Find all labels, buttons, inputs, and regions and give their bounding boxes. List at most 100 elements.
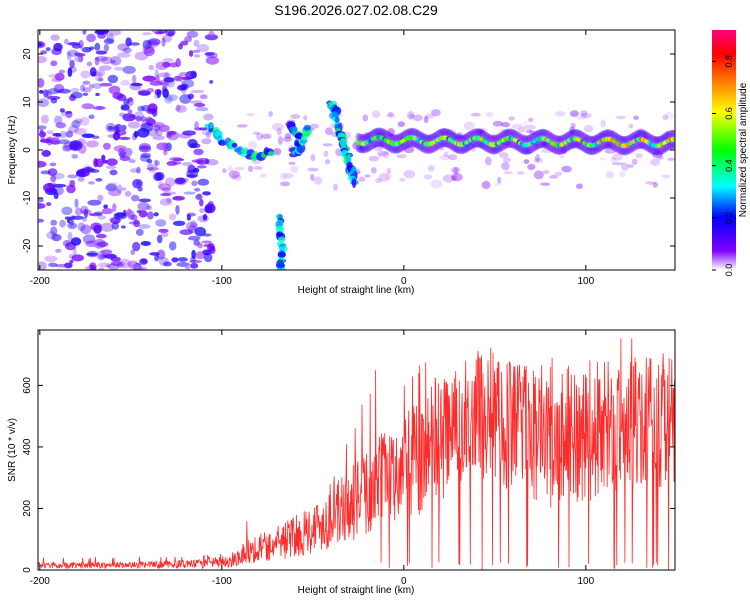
spectrogram-cell	[614, 133, 621, 142]
spectrogram-cell	[366, 131, 373, 140]
spectrogram-cell	[81, 103, 95, 110]
spectrogram-cell	[532, 131, 539, 140]
spectrogram-cell	[386, 132, 393, 141]
snr-series-line	[38, 338, 675, 570]
spectrogram-cell	[437, 129, 444, 138]
spectrogram-cell	[396, 133, 403, 142]
spectrogram-cell	[540, 128, 547, 137]
spectrogram-cell	[514, 142, 521, 151]
y-tick-label: 400	[22, 438, 33, 455]
spectrogram-cell	[40, 50, 48, 55]
spectrogram-cell	[106, 158, 118, 166]
spectrogram-cell	[382, 151, 389, 159]
spectrogram-cell	[496, 144, 503, 153]
spectrogram-cell	[617, 146, 624, 155]
spectrogram-cell	[423, 174, 433, 180]
spectrogram-cell	[128, 263, 140, 270]
spectrogram-cell	[660, 145, 666, 154]
spectrogram-cell	[131, 82, 143, 87]
spectrogram-cell	[492, 134, 499, 143]
y-tick-label: 20	[22, 48, 33, 60]
spectrogram-cell	[609, 130, 616, 139]
spectrogram-cell	[443, 139, 450, 148]
spectrogram-cell	[645, 144, 652, 152]
spectrogram-cell	[592, 134, 599, 143]
spectrogram-cell	[478, 129, 485, 134]
spectrogram-cell	[193, 239, 200, 246]
spectrogram-cell	[247, 165, 254, 173]
spectrogram-cell	[187, 225, 198, 234]
spectrogram-cell	[99, 82, 113, 87]
spectrogram-cell	[38, 218, 45, 223]
spectrogram-cell	[396, 145, 403, 153]
spectrogram-cell	[53, 192, 59, 200]
spectrogram-cell	[456, 146, 463, 155]
spectrogram-cell	[517, 133, 524, 142]
spectrogram-cell	[661, 133, 668, 142]
spectrogram-cell	[188, 259, 203, 264]
spectrogram-cell	[187, 138, 198, 149]
spectrogram-cell	[599, 157, 606, 161]
spectrogram-cell	[525, 146, 532, 155]
spectrogram-cell	[542, 140, 549, 149]
spectrogram-cell	[50, 175, 57, 183]
spectrogram-cell	[280, 181, 290, 187]
spectrogram-cell	[620, 136, 627, 144]
spectrogram-cell	[165, 94, 178, 102]
spectrogram-cell	[442, 128, 449, 136]
spectrogram-cell	[376, 127, 383, 136]
spectrogram-cell	[507, 128, 514, 137]
spectrogram-cell	[415, 130, 422, 139]
spectrogram-cell	[454, 135, 466, 139]
spectrogram-cell	[303, 115, 308, 121]
spectrogram-cell	[589, 147, 599, 151]
spectrogram-cell	[645, 132, 652, 141]
spectrogram-cell	[358, 145, 365, 154]
spectrogram-cell	[277, 136, 283, 145]
spectrogram-cell	[619, 135, 625, 144]
spectrogram-cell	[429, 133, 435, 142]
spectrogram-cell	[479, 129, 486, 138]
spectrogram-cell	[402, 129, 409, 138]
spectrogram-cell	[88, 262, 97, 270]
spectrogram-cell	[522, 119, 528, 128]
spectrogram-cell	[412, 128, 419, 137]
spectrogram-cell	[502, 141, 509, 149]
spectrogram-cell	[401, 142, 408, 151]
spectrogram-cell	[46, 130, 54, 135]
spectrogram-cell	[267, 151, 276, 157]
spectrogram-cell	[386, 143, 393, 152]
spectrogram-cell	[124, 147, 133, 157]
spectrogram-cell	[164, 71, 169, 82]
spectrogram-cell	[466, 131, 473, 140]
y-tick-label: -10	[22, 190, 33, 205]
spectrogram-cell	[669, 141, 675, 150]
spectrogram-cell	[290, 165, 299, 173]
spectrogram-cell	[279, 172, 288, 180]
spectrogram-cell	[63, 141, 77, 151]
spectrogram-cell	[138, 224, 151, 229]
spectrogram-cell	[447, 141, 453, 150]
spectrogram-cell	[605, 140, 612, 149]
spectrogram-cell	[364, 174, 371, 178]
spectrogram-cell	[108, 30, 122, 36]
spectrogram-cell	[540, 182, 551, 186]
spectrogram-cell	[609, 141, 616, 150]
spectrogram-cell	[439, 154, 450, 161]
spectrogram-cell	[158, 228, 169, 233]
spectrogram-cell	[574, 129, 581, 138]
spectrogram-cell	[479, 141, 486, 150]
spectrogram-cell	[640, 141, 647, 150]
spectrogram-cell	[66, 184, 76, 194]
spectrogram-cell	[204, 51, 215, 56]
spectrogram-cell	[658, 135, 665, 144]
spectrogram-cell	[112, 131, 121, 141]
spectrogram-cell	[103, 204, 108, 209]
spectrogram-cell	[366, 143, 373, 152]
spectrogram-cell	[82, 234, 96, 244]
spectrogram-cell	[131, 74, 137, 84]
spectrogram-cell	[619, 170, 626, 178]
spectrogram-cell	[637, 129, 644, 138]
spectrogram-cell	[184, 36, 193, 43]
spectrogram-cell	[524, 135, 530, 144]
